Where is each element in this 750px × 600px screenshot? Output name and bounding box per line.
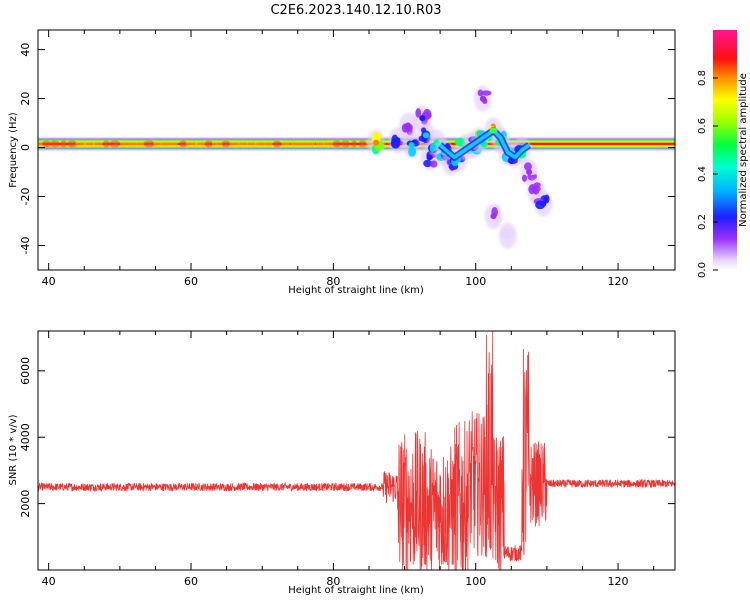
colorbar-tick-label: 0.4 bbox=[697, 166, 708, 182]
band-ripple bbox=[136, 140, 145, 148]
spectrogram-x-tick-label: 100 bbox=[465, 275, 486, 288]
snr-panel: 40 60 80 100 120 2000 4000 6000 Height of strai… bbox=[8, 330, 676, 596]
snr-x-tick-label: 40 bbox=[42, 575, 56, 588]
snr-x-tick-label: 60 bbox=[184, 575, 198, 588]
colorbar-tick-label: 0.0 bbox=[697, 262, 708, 278]
spectrogram-x-tick-label: 40 bbox=[42, 275, 56, 288]
spectral-blob bbox=[399, 112, 418, 139]
snr-x-tick-label: 80 bbox=[326, 575, 340, 588]
band-ripple bbox=[41, 140, 52, 148]
spectrogram-y-tick-label: -20 bbox=[19, 188, 32, 206]
snr-x-tick-label: 120 bbox=[608, 575, 629, 588]
spectrogram-y-tick-label: -40 bbox=[19, 237, 32, 255]
band-ripple bbox=[229, 140, 240, 148]
band-ripple bbox=[195, 140, 206, 148]
colorbar-tick-label: 0.2 bbox=[697, 214, 708, 230]
spectrogram-ticks: 40 60 80 100 120 -40 -20 0 20 40 bbox=[19, 30, 675, 288]
band-ripple bbox=[272, 140, 282, 148]
band-ripple bbox=[281, 140, 290, 148]
spectral-blob bbox=[498, 222, 517, 249]
band-ripple bbox=[315, 140, 325, 148]
snr-y-tick-label: 6000 bbox=[19, 357, 32, 385]
band-ripple bbox=[358, 140, 367, 148]
spectrogram-x-tick-label: 60 bbox=[184, 275, 198, 288]
band-ripple bbox=[50, 140, 61, 148]
peak-core bbox=[489, 127, 498, 134]
band-ripple bbox=[211, 140, 223, 148]
spectrogram-data bbox=[38, 85, 675, 249]
colorbar-ticks: 0.0 0.2 0.4 0.6 0.8 bbox=[697, 70, 718, 278]
spectrogram-y-tick-label: 0 bbox=[19, 144, 32, 151]
spectrogram-frame bbox=[37, 29, 676, 271]
band-ripple bbox=[93, 140, 103, 148]
spectrogram-x-tick-label: 120 bbox=[608, 275, 629, 288]
figure-title: C2E6.2023.140.12.10.R03 bbox=[270, 3, 441, 18]
snr-ticks: 40 60 80 100 120 2000 4000 6000 bbox=[19, 331, 675, 588]
band-ripple bbox=[204, 140, 214, 148]
band-ripple bbox=[153, 140, 162, 148]
band-ripple bbox=[322, 140, 334, 148]
band-ripple bbox=[109, 140, 121, 148]
band-ripple bbox=[350, 140, 358, 148]
band-ripple bbox=[102, 140, 110, 148]
band-ripple bbox=[307, 140, 316, 148]
band-ripple bbox=[160, 140, 172, 148]
band-ripple bbox=[221, 140, 231, 148]
band-ripple bbox=[179, 140, 188, 148]
spectrogram-x-axis-label: Height of straight line (km) bbox=[288, 285, 424, 296]
snr-x-tick-label: 100 bbox=[465, 575, 486, 588]
colorbar-tick-label: 0.8 bbox=[697, 70, 708, 86]
spectral-blob bbox=[520, 159, 539, 186]
band-ripple bbox=[143, 140, 155, 148]
band-ripple bbox=[290, 140, 298, 148]
spectrogram-y-tick-label: 40 bbox=[19, 43, 32, 57]
colorbar-label: Normalized spectral amplitude bbox=[738, 73, 749, 227]
colorbar-gradient bbox=[713, 30, 737, 270]
band-ripple bbox=[67, 140, 78, 148]
snr-frame bbox=[37, 330, 676, 571]
snr-x-axis-label: Height of straight line (km) bbox=[288, 585, 424, 596]
snr-y-axis-label: SNR (10 * v/v) bbox=[8, 414, 19, 485]
spectrogram-y-tick-label: 20 bbox=[19, 92, 32, 106]
band-ripple bbox=[238, 140, 248, 148]
colorbar-tick-label: 0.6 bbox=[697, 118, 708, 134]
band-ripple bbox=[126, 140, 138, 148]
spectral-blob bbox=[533, 190, 553, 217]
band-ripple bbox=[171, 140, 179, 148]
colorbar: 0.0 0.2 0.4 0.6 0.8 Normalized spectral ampl… bbox=[697, 30, 749, 278]
band-ripple bbox=[60, 140, 68, 148]
band-ripple bbox=[254, 140, 266, 148]
spectral-blob bbox=[402, 132, 421, 159]
band-ripple bbox=[264, 140, 273, 148]
snr-series-line bbox=[38, 331, 675, 570]
spectral-blob bbox=[473, 85, 492, 112]
band-ripple bbox=[83, 140, 95, 148]
snr-y-tick-label: 4000 bbox=[19, 423, 32, 451]
snr-data bbox=[38, 331, 675, 570]
snr-y-tick-label: 2000 bbox=[19, 490, 32, 518]
band-ripple bbox=[120, 140, 127, 148]
spectral-blob bbox=[484, 203, 503, 230]
spectrogram-x-tick-label: 80 bbox=[326, 275, 340, 288]
band-ripple bbox=[38, 140, 43, 148]
band-ripple bbox=[340, 140, 351, 148]
band-ripple bbox=[75, 140, 86, 148]
spectral-blob bbox=[413, 105, 432, 132]
spectral-blob bbox=[367, 129, 386, 156]
band-ripple bbox=[246, 140, 257, 148]
band-ripple bbox=[185, 140, 198, 148]
spectrogram-panel: 40 60 80 100 120 -40 -20 0 20 40 Height of straig… bbox=[8, 29, 676, 296]
spectrogram-y-axis-label: Frequency (Hz) bbox=[8, 112, 19, 188]
band-ripple bbox=[297, 140, 308, 148]
band-ripple bbox=[332, 140, 342, 148]
